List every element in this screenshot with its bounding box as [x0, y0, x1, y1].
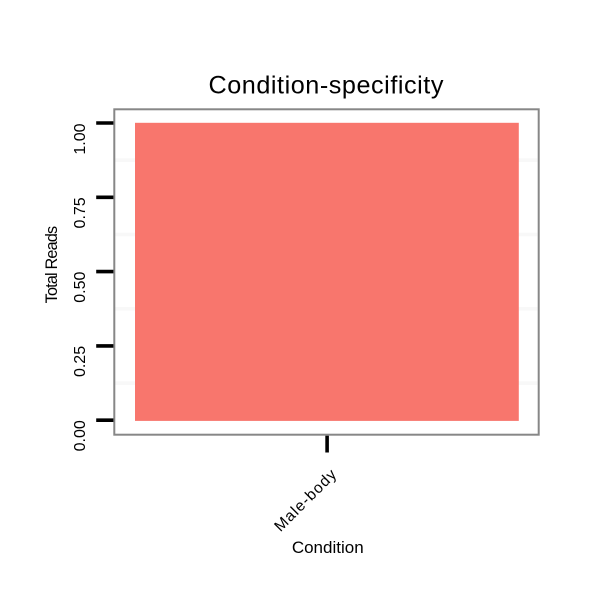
svg-text:0.00: 0.00 — [72, 420, 89, 451]
svg-text:1.00: 1.00 — [72, 123, 89, 154]
svg-text:0.25: 0.25 — [72, 346, 89, 377]
svg-text:0.75: 0.75 — [72, 197, 89, 228]
svg-text:Condition: Condition — [292, 538, 364, 557]
svg-text:Condition-specificity: Condition-specificity — [208, 71, 444, 99]
svg-text:0.50: 0.50 — [72, 271, 89, 302]
svg-text:Total Reads: Total Reads — [43, 226, 61, 303]
